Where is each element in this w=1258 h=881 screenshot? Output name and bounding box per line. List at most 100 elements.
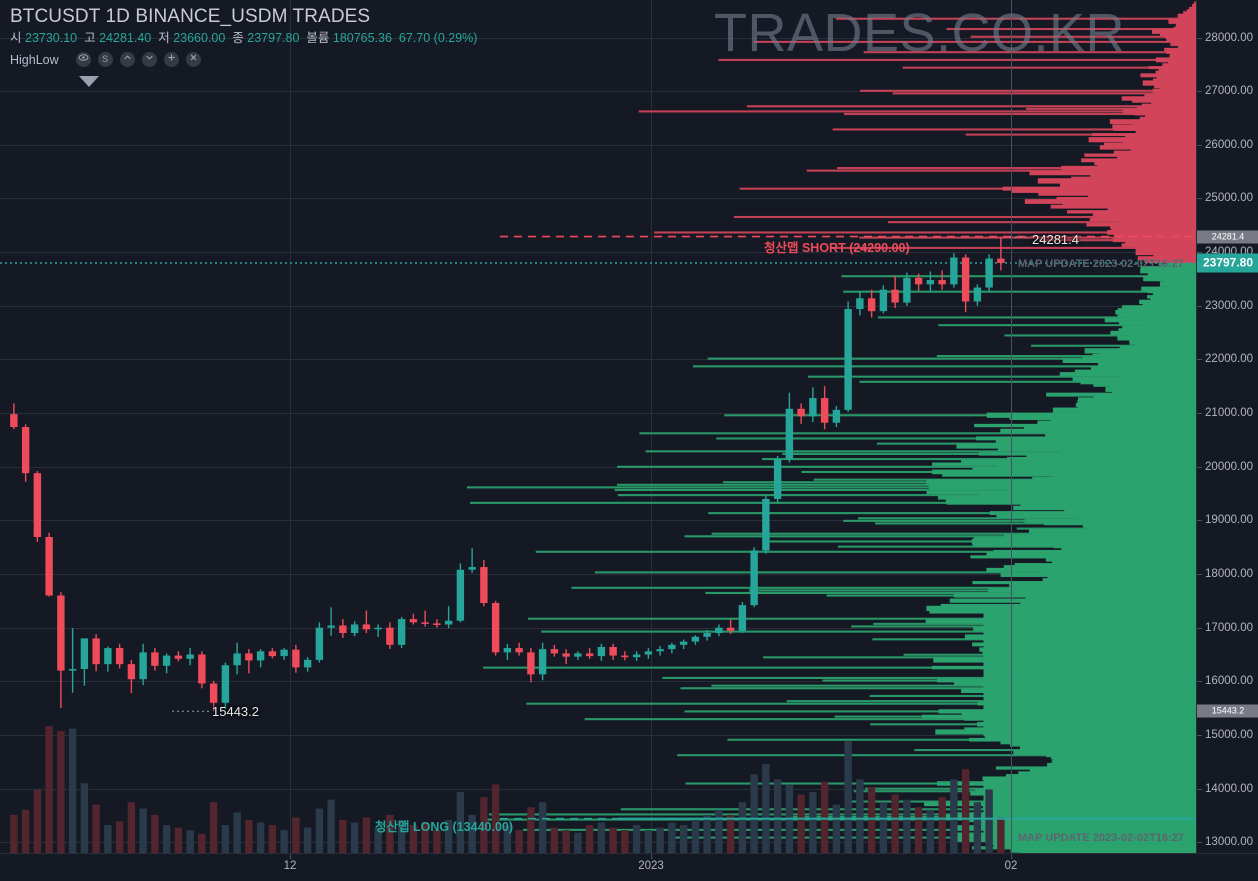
liq-map-row (973, 626, 1196, 632)
volume-bar (174, 827, 183, 853)
liq-map-spike (526, 702, 1196, 705)
price-tick-label: 18000.00 (1205, 568, 1253, 581)
liq-map-row (1010, 189, 1196, 193)
liq-map-row (953, 832, 1196, 838)
volume-bar (809, 792, 817, 853)
liq-map-row (983, 667, 1196, 673)
candle-body (609, 646, 617, 656)
close-icon[interactable] (185, 52, 201, 67)
liq-map-row (983, 778, 1196, 784)
liq-map-row (996, 513, 1196, 518)
price-tick-label: 20000.00 (1205, 460, 1253, 473)
price-tick-label: 26000.00 (1205, 138, 1253, 151)
liq-map-row (1050, 474, 1196, 480)
candle-body (57, 595, 65, 671)
chevron-up-icon[interactable] (119, 52, 135, 67)
liq-map-row (980, 822, 1196, 828)
liq-map-spike (541, 630, 1196, 633)
liq-map-row (1140, 266, 1196, 271)
liq-map-row (1051, 755, 1196, 760)
price-tick-label: 25000.00 (1205, 192, 1253, 205)
liq-map-row (1013, 750, 1196, 755)
liq-map-row (1125, 135, 1196, 139)
liq-map-spike (673, 836, 1196, 839)
liq-map-row (1092, 212, 1196, 217)
eye-icon[interactable] (75, 52, 91, 67)
candle-body (750, 550, 758, 606)
plus-icon[interactable] (163, 52, 179, 67)
candle-body (668, 644, 676, 650)
liq-map-row (979, 647, 1196, 652)
liq-map-row (983, 632, 1196, 636)
volume-bar (315, 808, 324, 853)
candle-body (797, 408, 805, 417)
candle-body (914, 277, 923, 285)
liq-map-row (1112, 390, 1196, 394)
liq-map-spike (535, 550, 1196, 553)
liq-map-spike (677, 754, 1196, 757)
price-tick-label: 22000.00 (1205, 353, 1253, 366)
volume-bar (374, 827, 382, 853)
liq-map-row (1090, 366, 1196, 372)
liq-map-row (1192, 3, 1196, 8)
liq-map-row (1112, 124, 1196, 130)
liq-map-row (1119, 319, 1196, 326)
price-tick (1197, 413, 1202, 414)
liq-map-row (1166, 37, 1196, 42)
liq-map-row (1156, 75, 1196, 81)
candle-body (515, 648, 523, 653)
liq-map-row (1111, 227, 1196, 232)
liq-map-row (1132, 99, 1196, 103)
candle-body (198, 654, 206, 684)
liq-map-row (1177, 13, 1196, 19)
time-tick (1011, 854, 1012, 859)
liq-map-row (985, 734, 1196, 740)
price-tick (1197, 38, 1202, 39)
liq-map-row (1144, 94, 1196, 98)
volume-bar (433, 830, 441, 853)
candle-body (715, 627, 723, 634)
liq-map-spike (1031, 344, 1196, 347)
period-low-marker-label: 15443.2 (212, 704, 259, 719)
volume-bar (491, 784, 500, 853)
volume-bar (926, 809, 935, 853)
volume-bar (139, 808, 147, 853)
price-tick-label: 21000.00 (1205, 407, 1253, 420)
volume-bar (515, 830, 523, 853)
liq-map-row (1186, 9, 1196, 13)
liq-map-spike (806, 169, 1196, 172)
liq-map-row (1093, 395, 1196, 399)
chevron-down-icon[interactable] (141, 52, 157, 67)
liq-map-spike (483, 666, 1196, 669)
liq-map-row (1097, 361, 1196, 366)
time-axis[interactable]: 12 2023 02 (0, 853, 1258, 881)
liq-map-spike (843, 290, 1196, 293)
legend-collapse-caret-icon[interactable] (79, 76, 99, 87)
liq-map-row (983, 783, 1196, 789)
volume-bar (268, 825, 277, 853)
liq-map-spike (851, 625, 1196, 628)
candle-body (421, 622, 429, 624)
candle-body (891, 289, 899, 303)
volume-bar (762, 764, 770, 853)
liq-map-row (1139, 116, 1196, 122)
liq-map-row (1151, 101, 1196, 106)
liq-map-spike (746, 105, 1196, 108)
liq-map-row (1056, 196, 1196, 201)
liq-map-row (1010, 743, 1196, 747)
liq-map-row (1144, 258, 1196, 264)
candle-body (315, 627, 324, 660)
volume-bar (162, 825, 171, 853)
liq-map-row (1047, 574, 1196, 581)
volume-bar (867, 786, 876, 853)
chart-plot-area[interactable] (0, 0, 1196, 853)
settings-s-icon[interactable]: S (97, 52, 113, 67)
price-tick (1197, 467, 1202, 468)
liq-map-spike (1016, 527, 1196, 530)
liq-map-row (983, 613, 1196, 619)
liq-map-row (983, 809, 1196, 814)
price-axis[interactable]: 24281.4 23797.80 15443.2 13000.00 14000.0… (1196, 0, 1258, 853)
liq-map-row (1135, 250, 1196, 256)
liq-map-spike (571, 586, 1196, 589)
